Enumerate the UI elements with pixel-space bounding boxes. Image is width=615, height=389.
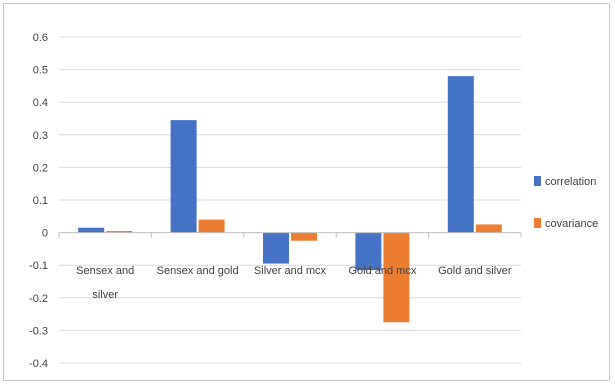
bar-correlation-0 <box>78 227 105 233</box>
y-tick-label: -0.2 <box>29 293 48 305</box>
y-tick-label: 0.1 <box>33 195 48 207</box>
bar-covariance-3 <box>383 232 410 323</box>
zero-axis <box>58 232 522 238</box>
y-tick-label: -0.3 <box>29 325 48 337</box>
bar-chart: 0.6 0.5 0.4 0.3 0.2 0.1 0 -0.1 -0.2 -0.3 -0.4 Sens… <box>29 32 598 370</box>
y-tick-label: -0.4 <box>29 358 48 370</box>
legend: correlation covariance <box>534 176 598 230</box>
legend-swatch-covariance <box>534 218 541 228</box>
chart-frame: 0.6 0.5 0.4 0.3 0.2 0.1 0 -0.1 -0.2 -0.3 -0.4 Sens… <box>3 3 610 381</box>
category-label: Sensex and gold <box>157 265 239 277</box>
y-tick-label: -0.1 <box>29 260 48 272</box>
bar-covariance-4 <box>475 224 502 233</box>
bar-correlation-4 <box>447 76 474 233</box>
legend-swatch-correlation <box>534 176 541 186</box>
category-labels: Sensex and silver Sensex and gold Silver an… <box>76 265 512 301</box>
bar-covariance-0 <box>106 230 133 233</box>
category-label: Gold and silver <box>438 265 512 277</box>
y-tick-label: 0.3 <box>33 130 48 142</box>
gridlines <box>59 36 521 364</box>
legend-label-correlation: correlation <box>545 176 596 188</box>
category-label: Silver and mcx <box>254 265 327 277</box>
bar-correlation-2 <box>263 232 289 264</box>
category-label: Sensex and <box>76 265 134 277</box>
bar-covariance-1 <box>198 219 225 233</box>
category-label: Gold and mcx <box>348 265 416 277</box>
bar-correlation-3 <box>355 232 382 271</box>
bar-correlation-1 <box>170 120 197 233</box>
y-tick-label: 0 <box>42 228 48 240</box>
category-label: silver <box>92 289 118 301</box>
y-tick-label: 0.6 <box>33 32 48 44</box>
y-tick-label: 0.2 <box>33 162 48 174</box>
y-axis-ticks: 0.6 0.5 0.4 0.3 0.2 0.1 0 -0.1 -0.2 -0.3 -0.4 <box>29 32 48 370</box>
bar-covariance-2 <box>291 232 317 241</box>
y-tick-label: 0.5 <box>33 65 48 77</box>
legend-label-covariance: covariance <box>545 218 598 230</box>
bars <box>78 76 502 323</box>
y-tick-label: 0.4 <box>33 97 48 109</box>
